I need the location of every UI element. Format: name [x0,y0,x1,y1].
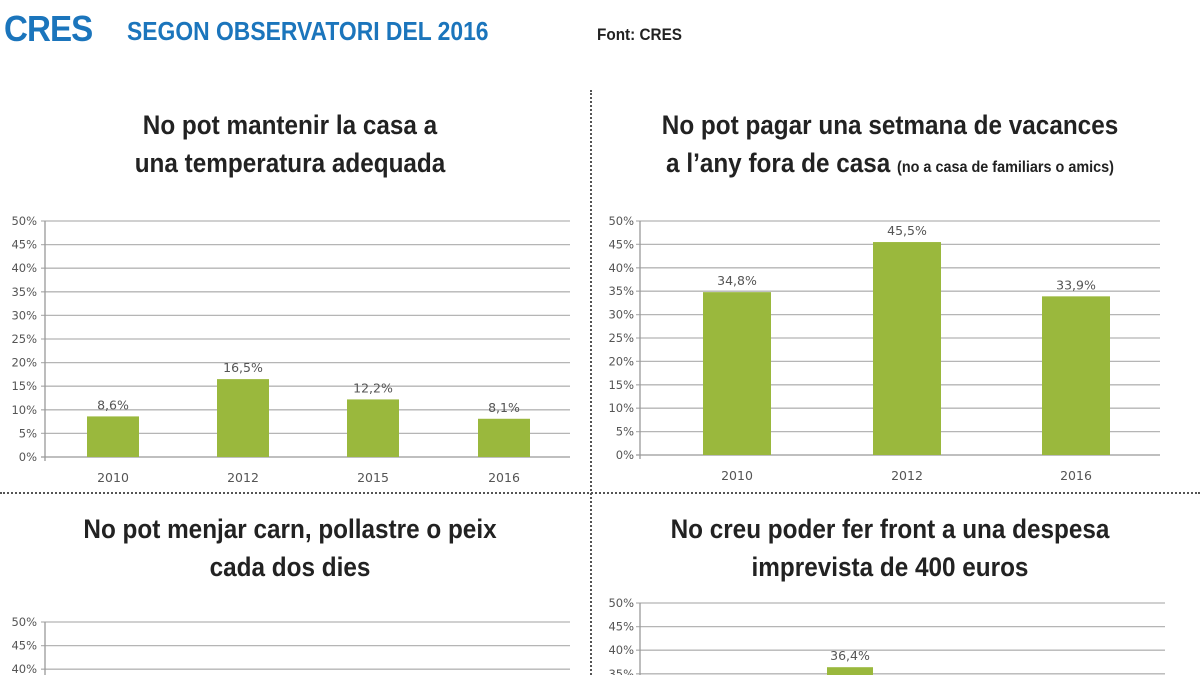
chart-2-ytick-label: 40% [608,261,634,275]
chart-1-ytick-label: 40% [11,261,37,275]
chart-1-ytick-label: 20% [11,356,37,370]
chart-2-ytick-label: 15% [608,378,634,392]
chart-2-data-label: 33,9% [1056,277,1096,292]
chart-3-title-line1: No pot menjar carn, pollastre o peix [83,514,497,544]
chart-4-ytick-label: 50% [608,596,634,610]
chart-1-data-label: 8,6% [97,397,129,412]
chart-4-bar [827,667,873,675]
chart-1-x-label: 2016 [488,470,520,485]
chart-1-ytick-label: 45% [11,238,37,252]
chart-1-bar [217,379,269,457]
chart-2-title-line2: a l’any fora de casa [666,148,891,178]
chart-2-data-label: 45,5% [887,223,927,238]
chart-2-ytick-label: 5% [616,425,634,439]
chart-1-bar [478,418,530,457]
chart-1-data-label: 12,2% [353,380,393,395]
chart-1-ytick-label: 5% [19,426,37,440]
chart-1-data-label: 16,5% [223,360,263,375]
source-note: Font: CRES [597,25,682,44]
chart-4-title-line2: imprevista de 400 euros [751,552,1029,582]
brand-logo: CRES [4,8,93,49]
chart-1-data-label: 8,1% [488,400,520,415]
chart-1-ytick-label: 30% [11,308,37,322]
chart-1-title: No pot mantenir la casa a una temperatur… [38,106,542,182]
chart-1-ytick-label: 25% [11,332,37,346]
chart-3-ytick-label: 45% [11,639,37,653]
chart-4-ytick-label: 35% [608,667,634,675]
chart-1-title-line1: No pot mantenir la casa a [142,110,438,140]
chart-1-title-line2: una temperatura adequada [134,148,446,178]
chart-2-ytick-label: 0% [616,448,634,462]
horizontal-divider [0,492,1200,494]
page-subtitle: SEGON OBSERVATORI DEL 2016 [127,16,489,46]
chart-2-bar [1042,296,1110,455]
chart-3-ytick-label: 40% [11,662,37,675]
chart-1-ytick-label: 0% [19,450,37,464]
chart-2-x-label: 2010 [721,468,753,483]
chart-4-ytick-label: 40% [608,643,634,657]
chart-2-title-note: (no a casa de familiars o amics) [897,159,1114,176]
chart-1-x-label: 2010 [97,470,129,485]
chart-2-ytick-label: 50% [608,214,634,228]
chart-2-bar [703,292,771,455]
chart-2-ytick-label: 25% [608,331,634,345]
chart-1-x-label: 2012 [227,470,259,485]
chart-2-x-label: 2012 [891,468,923,483]
chart-2-data-label: 34,8% [717,273,757,288]
chart-4-title: No creu poder fer front a una despesa im… [638,510,1142,586]
chart-3-title-line2: cada dos dies [209,552,371,582]
chart-1-bar [87,416,139,457]
chart-1-ytick-label: 15% [11,379,37,393]
chart-1-ytick-label: 50% [11,214,37,228]
vertical-divider [590,90,592,675]
chart-3-ytick-label: 50% [11,615,37,629]
chart-4-title-line1: No creu poder fer front a una despesa [670,514,1110,544]
chart-1-ytick-label: 35% [11,285,37,299]
chart-2-title-line1: No pot pagar una setmana de vacances [661,110,1119,140]
chart-1-bar [347,399,399,457]
chart-2-ytick-label: 30% [608,308,634,322]
chart-2-x-label: 2016 [1060,468,1092,483]
chart-4-ytick-label: 45% [608,620,634,634]
chart-2-bar [873,242,941,455]
chart-1-ytick-label: 10% [11,403,37,417]
chart-3-title: No pot menjar carn, pollastre o peix cad… [38,510,542,586]
chart-2-ytick-label: 20% [608,354,634,368]
chart-2-ytick-label: 10% [608,401,634,415]
chart-1-x-label: 2015 [357,470,389,485]
chart-2-ytick-label: 35% [608,284,634,298]
chart-2-ytick-label: 45% [608,237,634,251]
chart-4-data-label: 36,4% [830,648,870,663]
chart-2-title: No pot pagar una setmana de vacances a l… [629,106,1151,187]
